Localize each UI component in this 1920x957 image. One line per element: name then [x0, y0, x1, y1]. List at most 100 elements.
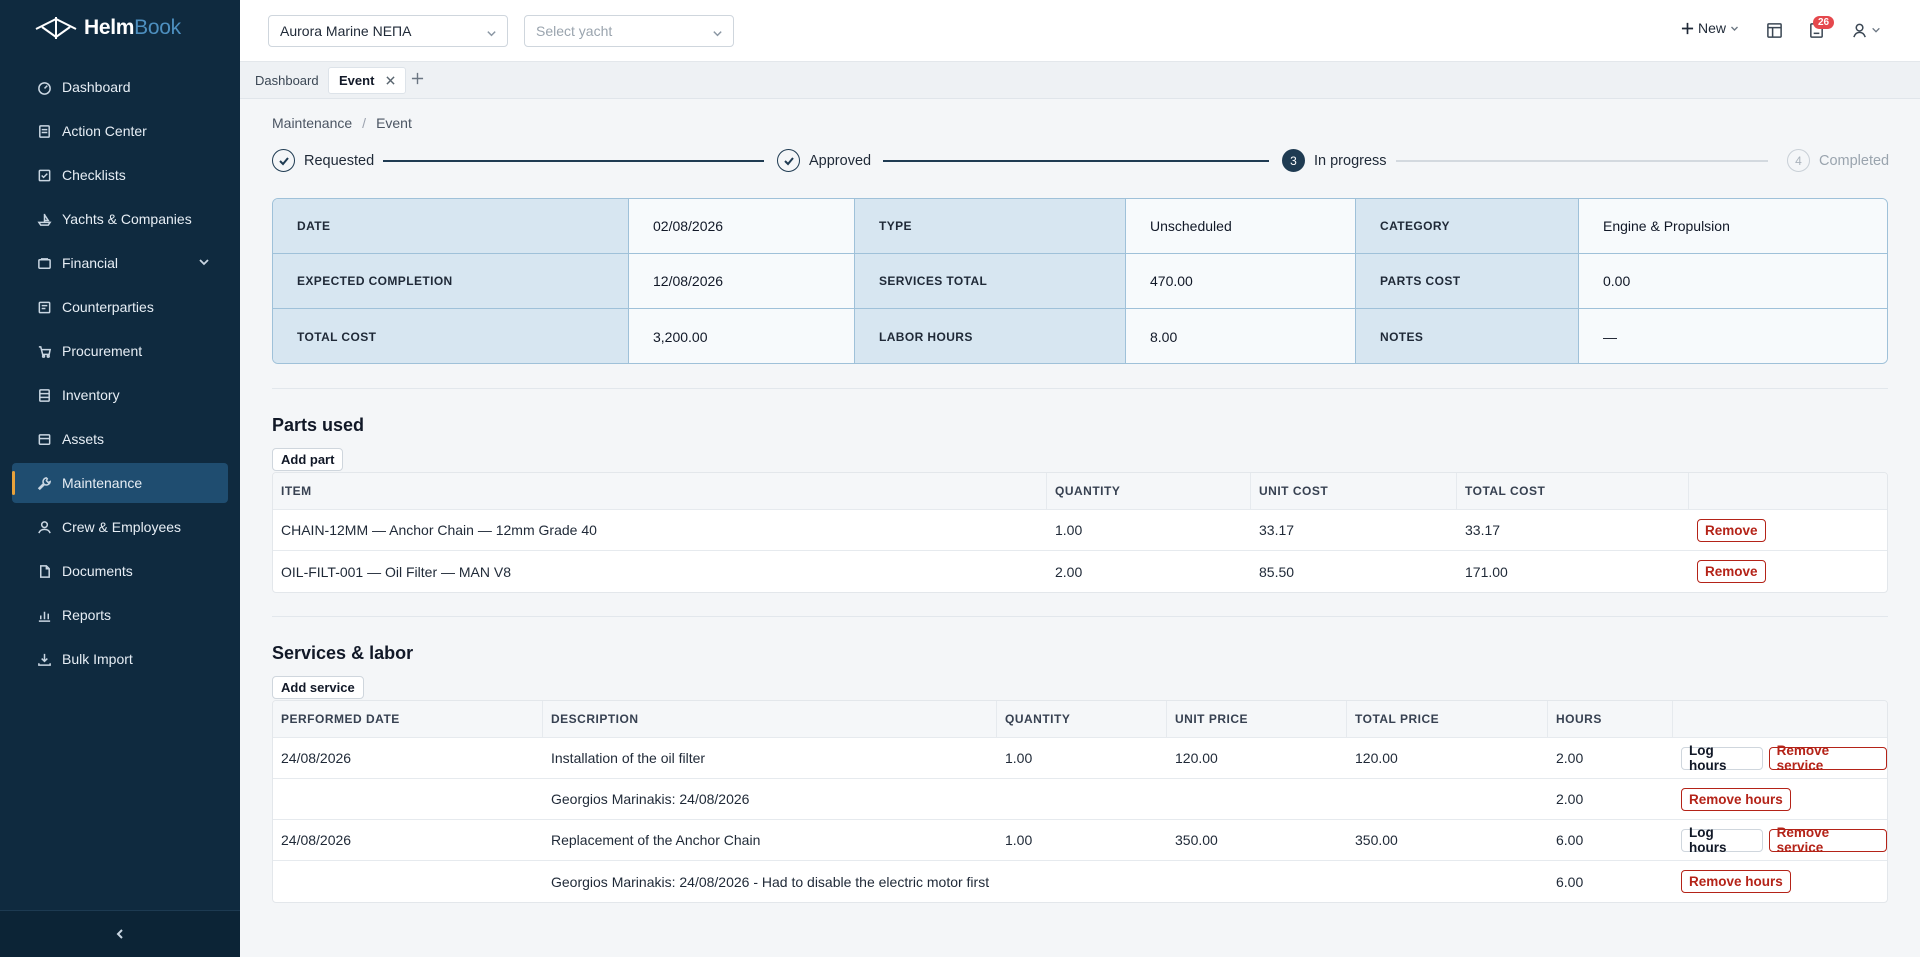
sidebar-item-label: Maintenance	[62, 475, 143, 491]
sidebar-item-reports[interactable]: Reports	[12, 595, 228, 635]
expected-completion-value: 12/08/2026	[629, 254, 855, 309]
log-hours-button[interactable]: Log hours	[1681, 825, 1763, 855]
sidebar-item-label: Bulk Import	[62, 651, 133, 667]
service-unit-price: 120.00	[1175, 750, 1218, 766]
step-label: Approved	[809, 152, 872, 169]
user-menu-icon[interactable]	[1850, 20, 1870, 40]
breadcrumb-maintenance[interactable]: Maintenance	[272, 115, 353, 131]
category-value: Engine & Propulsion	[1579, 199, 1887, 254]
expected-completion-label: EXPECTED COMPLETION	[273, 254, 629, 309]
sidebar-item-checklists[interactable]: Checklists	[12, 155, 228, 195]
sidebar-item-procurement[interactable]: Procurement	[12, 331, 228, 371]
document-icon	[36, 563, 52, 579]
step-connector	[383, 160, 764, 162]
brand-logo[interactable]: HelmBook	[0, 0, 240, 56]
sidebar-item-label: Financial	[62, 255, 119, 271]
remove-hours-button[interactable]: Remove hours	[1681, 787, 1791, 811]
total-cost-value: 3,200.00	[629, 309, 855, 363]
labor-spacer	[1268, 861, 1548, 902]
chevron-down-icon	[712, 26, 723, 42]
sidebar-item-maintenance[interactable]: Maintenance	[12, 463, 228, 503]
column-header-unit-cost: UNIT COST	[1251, 473, 1457, 509]
remove-hours-button[interactable]: Remove hours	[1681, 870, 1791, 893]
service-total-price: 350.00	[1355, 832, 1398, 848]
labor-actions: Remove hours	[1673, 861, 1887, 902]
service-quantity: 1.00	[1005, 750, 1033, 766]
sidebar-item-label: Assets	[62, 431, 105, 447]
services-total-value: 470.00	[1126, 254, 1356, 309]
company-select[interactable]: Aurora Marine ΝΕΠΑ	[268, 15, 508, 47]
services-total-label: SERVICES TOTAL	[855, 254, 1126, 309]
column-header-item: ITEM	[273, 473, 1047, 509]
remove-service-button[interactable]: Remove service	[1768, 825, 1887, 855]
step-in-progress: 3 In progress	[1282, 149, 1387, 172]
step-approved: Approved	[777, 149, 871, 172]
sidebar-item-action-center[interactable]: Action Center	[12, 111, 228, 151]
tab-dashboard[interactable]: Dashboard	[255, 73, 319, 88]
step-completed: 4 Completed	[1787, 149, 1889, 172]
remove-part-button[interactable]: Remove	[1697, 518, 1766, 542]
action-center-icon	[36, 123, 52, 139]
event-details-grid: DATE 02/08/2026 TYPE Unscheduled CATEGOR…	[272, 198, 1888, 364]
part-quantity: 2.00	[1055, 563, 1083, 580]
parts-table: ITEM QUANTITY UNIT COST TOTAL COST CHAIN…	[272, 472, 1888, 593]
remove-part-button[interactable]: Remove	[1697, 560, 1766, 583]
counterparties-icon	[36, 299, 52, 315]
column-header-hours: HOURS	[1548, 701, 1673, 737]
add-tab-icon[interactable]	[411, 72, 424, 88]
table-row: 24/08/2026 Replacement of the Anchor Cha…	[273, 820, 1887, 861]
step-label: Requested	[304, 152, 375, 169]
part-unit-cost: 33.17	[1259, 522, 1295, 538]
sidebar-collapse-button[interactable]	[0, 910, 240, 957]
sidebar-item-financial[interactable]: Financial	[12, 243, 228, 283]
sidebar-item-bulk-import[interactable]: Bulk Import	[12, 639, 228, 679]
sidebar-item-assets[interactable]: Assets	[12, 419, 228, 459]
layout-icon[interactable]	[1764, 20, 1784, 40]
yacht-select[interactable]: Select yacht	[524, 15, 734, 47]
tab-event-label: Event	[339, 73, 375, 88]
sidebar-item-label: Action Center	[62, 123, 147, 139]
new-button[interactable]: New	[1681, 20, 1739, 36]
table-row: CHAIN-12MM — Anchor Chain — 12mm Grade 4…	[273, 510, 1887, 551]
column-header-actions	[1689, 473, 1887, 509]
chevron-down-icon[interactable]	[1870, 20, 1882, 40]
company-select-value: Aurora Marine ΝΕΠΑ	[280, 23, 412, 39]
section-divider	[272, 616, 1888, 617]
sidebar-item-dashboard[interactable]: Dashboard	[12, 67, 228, 107]
add-part-button[interactable]: Add part	[272, 448, 344, 471]
sidebar-item-label: Reports	[62, 607, 112, 623]
step-label: Completed	[1819, 152, 1890, 169]
labor-date	[273, 779, 543, 819]
sidebar-item-label: Inventory	[62, 387, 120, 403]
sidebar-item-documents[interactable]: Documents	[12, 551, 228, 591]
sidebar-item-counterparties[interactable]: Counterparties	[12, 287, 228, 327]
date-value: 02/08/2026	[629, 199, 855, 254]
chevron-down-icon[interactable]	[198, 255, 210, 271]
type-label: TYPE	[855, 199, 1126, 254]
labor-actions: Remove hours	[1673, 779, 1887, 819]
reports-icon	[36, 607, 52, 623]
procurement-icon	[36, 343, 52, 359]
helm-logo-icon	[35, 17, 77, 39]
labor-date	[273, 861, 543, 902]
sidebar-item-yachts[interactable]: Yachts & Companies	[12, 199, 228, 239]
service-actions: Log hours Remove service	[1673, 820, 1887, 860]
service-quantity: 1.00	[1005, 832, 1033, 848]
close-icon[interactable]	[386, 73, 396, 88]
remove-service-button[interactable]: Remove service	[1768, 743, 1887, 773]
service-description: Replacement of the Anchor Chain	[551, 832, 761, 848]
service-date: 24/08/2026	[281, 832, 352, 848]
new-button-label: New	[1698, 20, 1727, 36]
sidebar-item-crew[interactable]: Crew & Employees	[12, 507, 228, 547]
sidebar-item-inventory[interactable]: Inventory	[12, 375, 228, 415]
service-total-price: 120.00	[1355, 750, 1398, 766]
status-stepper: Requested Approved 3 In progress 4 Compl…	[272, 149, 1889, 173]
labor-hours: 6.00	[1556, 873, 1584, 890]
labor-hours-value: 8.00	[1126, 309, 1356, 363]
log-hours-button[interactable]: Log hours	[1681, 743, 1763, 773]
part-quantity: 1.00	[1055, 522, 1083, 538]
parts-cost-value: 0.00	[1579, 254, 1887, 309]
tab-event[interactable]: Event	[328, 67, 407, 94]
column-header-unit-price: UNIT PRICE	[1167, 701, 1347, 737]
add-service-button[interactable]: Add service	[272, 676, 364, 699]
